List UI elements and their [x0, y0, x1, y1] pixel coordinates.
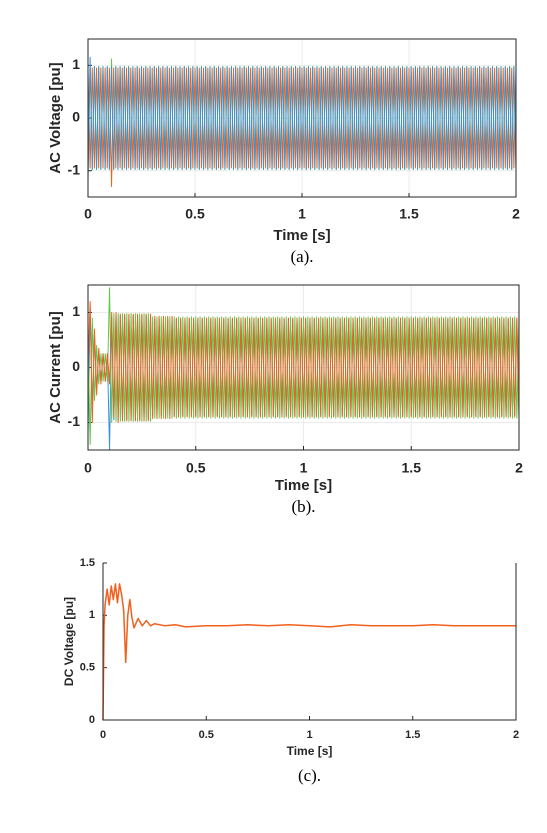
- x-tick-label: 2: [513, 729, 519, 741]
- x-tick-label: 0.5: [185, 206, 205, 222]
- x-tick-label: 1: [306, 729, 312, 741]
- y-tick-label: -1: [68, 413, 81, 429]
- x-tick-label: 1.5: [405, 729, 420, 741]
- x-tick-label: 2: [512, 206, 520, 222]
- y-tick-label: 0: [72, 358, 80, 374]
- caption: (b).: [291, 497, 315, 516]
- data-line: [87, 56, 517, 182]
- axes-frame: [87, 38, 517, 198]
- x-tick-label: 0: [100, 729, 106, 741]
- y-tick-label: 1: [89, 609, 95, 621]
- y-tick-label: 1: [72, 56, 80, 72]
- x-tick-label: 2: [515, 460, 523, 476]
- x-tick-label: 1: [300, 460, 308, 476]
- y-axis-label: AC Current [pu]: [47, 311, 64, 424]
- caption: (c).: [298, 766, 321, 785]
- y-axis-label: AC Voltage [pu]: [47, 62, 64, 173]
- y-tick-label: 0.5: [80, 662, 95, 674]
- y-tick-label: 1: [72, 303, 80, 319]
- x-axis-label: Time [s]: [273, 227, 330, 244]
- axes-frame: [87, 284, 520, 451]
- y-tick-label: -1: [68, 161, 81, 177]
- data-line: [87, 301, 520, 423]
- x-axis-label: Time [s]: [287, 744, 333, 758]
- axes-frame: [102, 563, 517, 721]
- x-tick-label: 0: [84, 460, 92, 476]
- y-axis-label: DC Voltage [pu]: [62, 597, 76, 686]
- y-tick-label: 0: [89, 714, 95, 726]
- data-line: [102, 583, 516, 721]
- data-line: [87, 67, 517, 187]
- data-line: [87, 287, 520, 445]
- x-tick-label: 1.5: [399, 206, 419, 222]
- x-tick-label: 1.5: [402, 460, 422, 476]
- y-tick-label: 0: [72, 109, 80, 125]
- y-tick-label: 1.5: [80, 557, 95, 569]
- caption: (a).: [290, 247, 313, 266]
- x-tick-label: 0: [84, 206, 92, 222]
- x-tick-label: 1: [298, 206, 306, 222]
- x-tick-label: 0.5: [199, 729, 214, 741]
- x-tick-label: 0.5: [186, 460, 206, 476]
- x-axis-label: Time [s]: [275, 477, 332, 494]
